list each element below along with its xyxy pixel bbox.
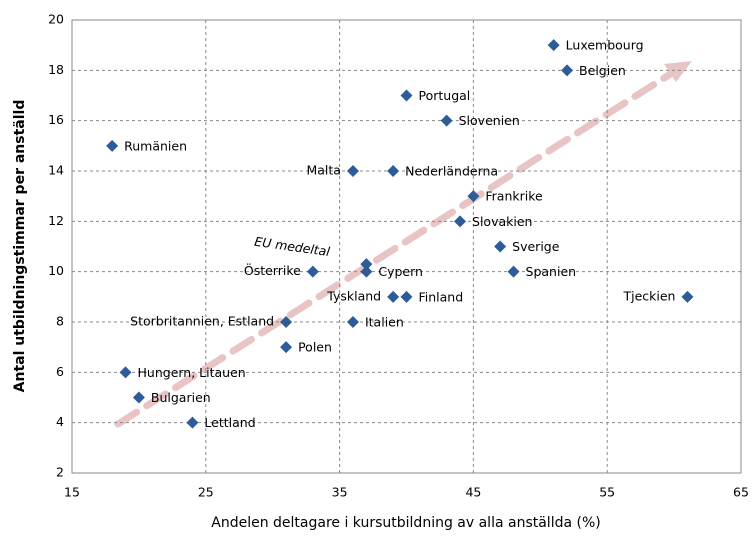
point-label: Polen <box>298 340 332 355</box>
y-tick-label: 4 <box>56 414 64 429</box>
x-tick-label: 55 <box>599 485 615 500</box>
point-label: Slovakien <box>472 214 532 229</box>
point-label: Finland <box>419 289 464 304</box>
point <box>494 240 507 253</box>
point <box>360 265 373 278</box>
point-label: Tjeckien <box>622 288 675 303</box>
point-label: Malta <box>306 163 340 178</box>
point-label: Lettland <box>204 415 255 430</box>
point <box>467 190 480 203</box>
point <box>346 316 359 328</box>
x-axis-label: Andelen deltagare i kursutbildning av al… <box>211 515 600 531</box>
y-tick-label: 14 <box>48 163 64 178</box>
point-label: Tyskland <box>326 288 381 303</box>
point <box>280 316 293 328</box>
point-label: Frankrike <box>485 189 543 204</box>
point <box>106 139 119 152</box>
point <box>454 215 467 228</box>
point-label: Nederländerna <box>405 164 498 179</box>
y-tick-label: 6 <box>56 364 64 379</box>
point-label: Bulgarien <box>151 390 211 405</box>
point <box>547 39 560 52</box>
trend-arrow <box>114 61 692 428</box>
point <box>346 165 359 177</box>
point-label: Hungern, Litauen <box>138 365 246 380</box>
point-label: Slovenien <box>459 113 520 128</box>
y-tick-label: 8 <box>56 314 64 329</box>
point-label: Luxembourg <box>566 38 644 53</box>
y-tick-label: 12 <box>48 213 64 228</box>
point <box>306 265 319 278</box>
point-label: Storbritannien, Estland <box>130 314 274 329</box>
point-label: Österrike <box>244 262 301 278</box>
x-tick-label: 15 <box>64 485 80 500</box>
point <box>440 114 453 127</box>
point <box>507 265 520 278</box>
point-label: Spanien <box>526 264 577 279</box>
point <box>360 258 373 271</box>
point <box>400 89 413 102</box>
y-tick-label: 20 <box>48 12 64 27</box>
point <box>561 64 574 77</box>
point <box>387 290 400 303</box>
point-label: Sverige <box>512 239 560 254</box>
x-tick-label: 65 <box>733 485 749 500</box>
y-tick-label: 18 <box>48 62 64 77</box>
y-tick-label: 16 <box>48 112 64 127</box>
plot-frame <box>71 19 742 474</box>
point <box>119 366 132 379</box>
y-axis-label: Antal utbildningstimmar per anställd <box>12 100 28 393</box>
x-tick-label: 45 <box>465 485 481 500</box>
point <box>186 416 199 429</box>
point-label: EU medeltal <box>253 234 331 260</box>
point <box>681 290 694 303</box>
point-label: Portugal <box>419 88 471 103</box>
point-label: Belgien <box>579 63 626 78</box>
point-label: Italien <box>365 315 404 330</box>
point <box>280 341 293 354</box>
point <box>400 290 413 303</box>
y-tick-label: 10 <box>48 263 64 278</box>
point-label: Rumänien <box>124 138 187 153</box>
point-label: Cypern <box>378 264 423 279</box>
point <box>132 391 145 404</box>
x-tick-label: 25 <box>198 485 214 500</box>
x-tick-label: 35 <box>332 485 348 500</box>
y-tick-label: 2 <box>56 465 64 480</box>
point <box>387 165 400 177</box>
